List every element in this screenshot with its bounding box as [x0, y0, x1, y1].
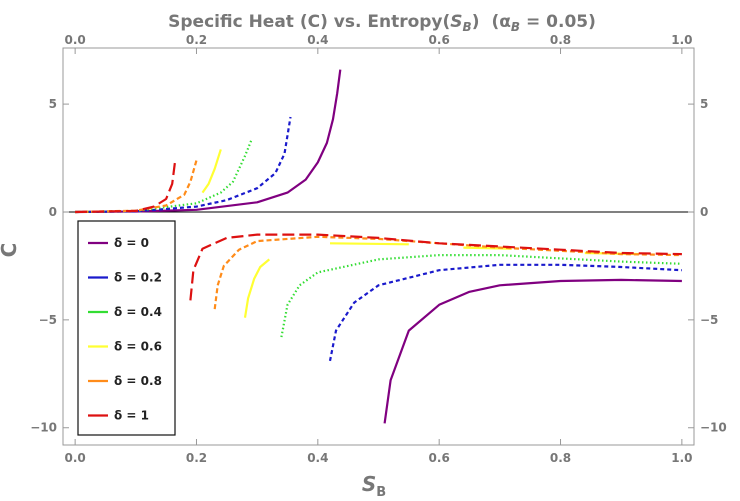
series-line: [75, 160, 177, 214]
series-2: [75, 140, 682, 338]
x-tick-label: 0.8: [550, 451, 571, 465]
y-tick-label: 0: [49, 205, 57, 219]
series-line: [213, 235, 682, 310]
x-tick-label-top: 0.8: [550, 33, 571, 47]
x-axis-label: SB: [362, 472, 386, 500]
title-var: S: [450, 12, 462, 32]
y-tick-label: 5: [49, 97, 57, 111]
series-line: [280, 254, 682, 338]
y-axis-label: C: [0, 243, 21, 258]
title-param-sub: B: [511, 20, 520, 34]
legend-label: δ = 0: [114, 236, 149, 250]
x-tick-label: 0.2: [186, 451, 207, 465]
legend-label: δ = 0.8: [114, 374, 162, 388]
legend-box: [77, 220, 176, 436]
plot-frame: [62, 47, 695, 446]
legend-label: δ = 0.6: [114, 340, 162, 354]
x-tick-label-top: 0.4: [307, 33, 328, 47]
y-tick-label-right: −10: [700, 421, 727, 435]
x-tick-label: 0.4: [307, 451, 328, 465]
series-0: [75, 69, 682, 424]
legend-label: δ = 0.4: [114, 305, 162, 319]
x-tick-label-top: 0.2: [186, 33, 207, 47]
title-main: Specific Heat (C) vs. Entropy(: [168, 12, 450, 32]
series-line: [75, 116, 292, 214]
x-tick-label: 1.0: [671, 451, 692, 465]
x-tick-label: 0.6: [429, 451, 450, 465]
series-line: [75, 159, 198, 214]
y-tick-label: −10: [30, 421, 57, 435]
title-param: (α: [491, 12, 510, 32]
axes: 0.0 0.0 0.2 0.2 0.4 0.4 0.6 0.6 0.8 0.8 1.0 1.0 −10 −…: [30, 33, 727, 465]
legend-label: δ = 1: [114, 409, 149, 423]
series-layer: [75, 69, 682, 424]
title-close: ): [472, 12, 480, 32]
series-line: [75, 69, 342, 214]
x-tick-label-top: 1.0: [671, 33, 692, 47]
series-line: [243, 258, 271, 318]
series-line: [383, 278, 682, 424]
y-tick-label-right: 0: [700, 205, 708, 219]
y-tick-label-right: 5: [700, 97, 708, 111]
series-1: [75, 116, 682, 362]
series-4: [75, 159, 682, 310]
y-tick-label-right: −5: [700, 313, 718, 327]
series-5: [75, 160, 682, 301]
series-line: [201, 149, 222, 194]
title-sub: B: [463, 20, 472, 34]
title-param-value: = 0.05): [520, 12, 596, 32]
x-tick-label-top: 0.6: [429, 33, 450, 47]
series-line: [463, 246, 513, 250]
y-tick-label: −5: [39, 313, 57, 327]
series-line: [328, 263, 682, 362]
legend: δ = 0 δ = 0.2 δ = 0.4 δ = 0.6 δ = 0.8 δ = 1: [77, 220, 176, 436]
series-line: [329, 242, 409, 246]
x-tick-label: 0.0: [65, 451, 86, 465]
x-tick-label-top: 0.0: [65, 33, 86, 47]
series-line: [75, 140, 253, 214]
legend-label: δ = 0.2: [114, 271, 162, 285]
chart-title: Specific Heat (C) vs. Entropy(SB) (αB = 0…: [168, 12, 596, 34]
